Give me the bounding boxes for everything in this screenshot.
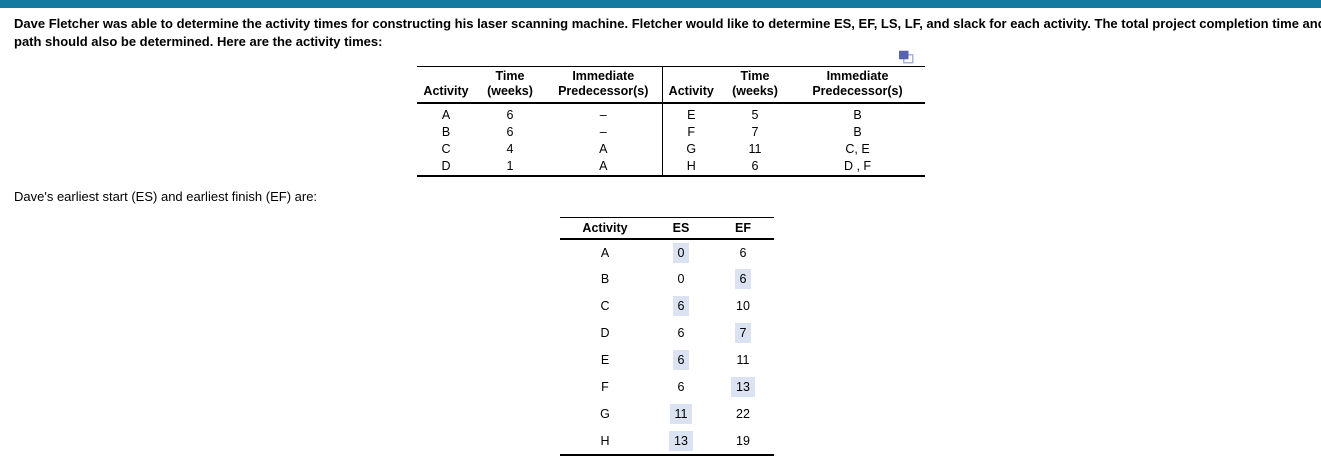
predecessor-cell: A <box>545 158 662 177</box>
es-cell: 6 <box>650 374 712 401</box>
col-header-predecessors: Immediate Predecessor(s) <box>545 66 662 104</box>
time-cell: 6 <box>720 158 790 177</box>
es-value: 6 <box>677 326 685 340</box>
table-row: D 6 7 <box>560 320 774 347</box>
activity-cell: D <box>600 326 610 340</box>
col-header-activity: Activity <box>417 66 475 104</box>
activity-cell: D <box>417 158 475 177</box>
copy-icon[interactable] <box>898 50 914 64</box>
table-row: C 4 A G 11 C, E <box>417 141 925 158</box>
activity-cell: A <box>600 245 610 260</box>
ef-cell: 22 <box>712 401 774 428</box>
table-row: G 11 22 <box>560 401 774 428</box>
es-cell: 0 <box>650 266 712 293</box>
es-cell: 6 <box>650 347 712 374</box>
table-row: A 0 6 <box>560 239 774 266</box>
table-row: B 6 – F 7 B <box>417 124 925 141</box>
predecessor-cell: A <box>599 142 608 156</box>
activity-cell: C <box>600 299 610 313</box>
ef-value: 19 <box>736 433 750 448</box>
time-cell: 11 <box>748 142 762 156</box>
time-cell: 7 <box>751 125 759 139</box>
es-cell: 6 <box>650 320 712 347</box>
es-cell: 13 <box>650 427 712 456</box>
es-value: 6 <box>677 380 685 394</box>
col-header-activity: Activity <box>661 66 720 104</box>
activity-cell: B <box>441 125 451 139</box>
question-text-line2: path should also be determined. Here are… <box>14 34 383 49</box>
table-row: F 6 13 <box>560 374 774 401</box>
es-cell: 6 <box>650 293 712 320</box>
table-row: E 6 11 <box>560 347 774 374</box>
ef-cell: 7 <box>712 320 774 347</box>
ef-cell: 13 <box>712 374 774 401</box>
col-header-ef: EF <box>712 217 774 240</box>
activity-cell: E <box>600 353 610 367</box>
ef-cell: 10 <box>712 293 774 320</box>
activity-cell: F <box>661 124 720 141</box>
activity-table-header-row: Activity Time (weeks) Immediate Predeces… <box>417 66 925 104</box>
activity-cell: G <box>600 407 610 421</box>
ef-value: 10 <box>736 299 750 313</box>
es-cell: 11 <box>650 401 712 428</box>
ef-cell: 11 <box>712 347 774 374</box>
es-ef-prompt: Dave's earliest start (ES) and earliest … <box>14 189 318 204</box>
col-header-predecessors: Immediate Predecessor(s) <box>790 66 925 104</box>
predecessor-cell: – <box>599 108 607 122</box>
question-text: Dave Fletcher was able to determine the … <box>14 15 1321 51</box>
col-header-time: Time (weeks) <box>475 66 545 104</box>
table-row: C 6 10 <box>560 293 774 320</box>
ef-value: 11 <box>736 353 750 367</box>
predecessor-cell: – <box>599 125 607 139</box>
activity-times-table: Activity Time (weeks) Immediate Predeces… <box>417 66 925 177</box>
es-value: 13 <box>669 430 693 451</box>
col-header-es: ES <box>650 217 712 240</box>
es-value: 0 <box>672 242 690 263</box>
question-text-line1: Dave Fletcher was able to determine the … <box>14 16 1321 31</box>
activity-cell: H <box>661 158 720 177</box>
activity-cell: C <box>441 142 451 156</box>
ef-value: 13 <box>731 377 755 397</box>
activity-cell: E <box>661 103 720 124</box>
activity-cell: H <box>560 427 650 456</box>
col-header-time: Time (weeks) <box>720 66 790 104</box>
es-ef-header-row: Activity ES EF <box>560 217 774 240</box>
table-row: A 6 – E 5 B <box>417 103 925 124</box>
time-cell: 4 <box>506 142 514 156</box>
predecessor-cell: B <box>853 125 862 139</box>
ef-value: 22 <box>736 407 750 421</box>
ef-value: 6 <box>739 245 747 260</box>
activity-cell: B <box>600 272 610 286</box>
activity-cell: A <box>441 108 451 122</box>
time-cell: 1 <box>475 158 545 177</box>
ef-value: 6 <box>734 269 752 289</box>
table-row: B 0 6 <box>560 266 774 293</box>
es-ef-table: Activity ES EF A 0 6 B 0 6 C 6 10 D <box>560 217 774 456</box>
time-cell: 6 <box>506 108 514 122</box>
activity-cell: G <box>661 141 720 158</box>
predecessor-cell: B <box>853 108 862 122</box>
activity-cell: F <box>601 380 609 394</box>
col-header-activity: Activity <box>560 217 650 240</box>
es-value: 6 <box>672 296 690 316</box>
es-value: 6 <box>672 350 690 370</box>
top-accent-bar <box>0 0 1321 8</box>
es-value: 0 <box>677 272 685 286</box>
es-value: 11 <box>669 404 693 424</box>
ef-cell: 6 <box>712 239 774 266</box>
predecessor-cell: C, E <box>845 142 870 156</box>
time-cell: 6 <box>506 125 514 139</box>
ef-cell: 19 <box>712 427 774 456</box>
table-row: D 1 A H 6 D , F <box>417 158 925 177</box>
ef-value: 7 <box>734 323 752 343</box>
ef-cell: 6 <box>712 266 774 293</box>
time-cell: 5 <box>751 108 759 122</box>
es-cell: 0 <box>650 239 712 266</box>
table-row: H 13 19 <box>560 427 774 456</box>
predecessor-cell: D , F <box>790 158 925 177</box>
